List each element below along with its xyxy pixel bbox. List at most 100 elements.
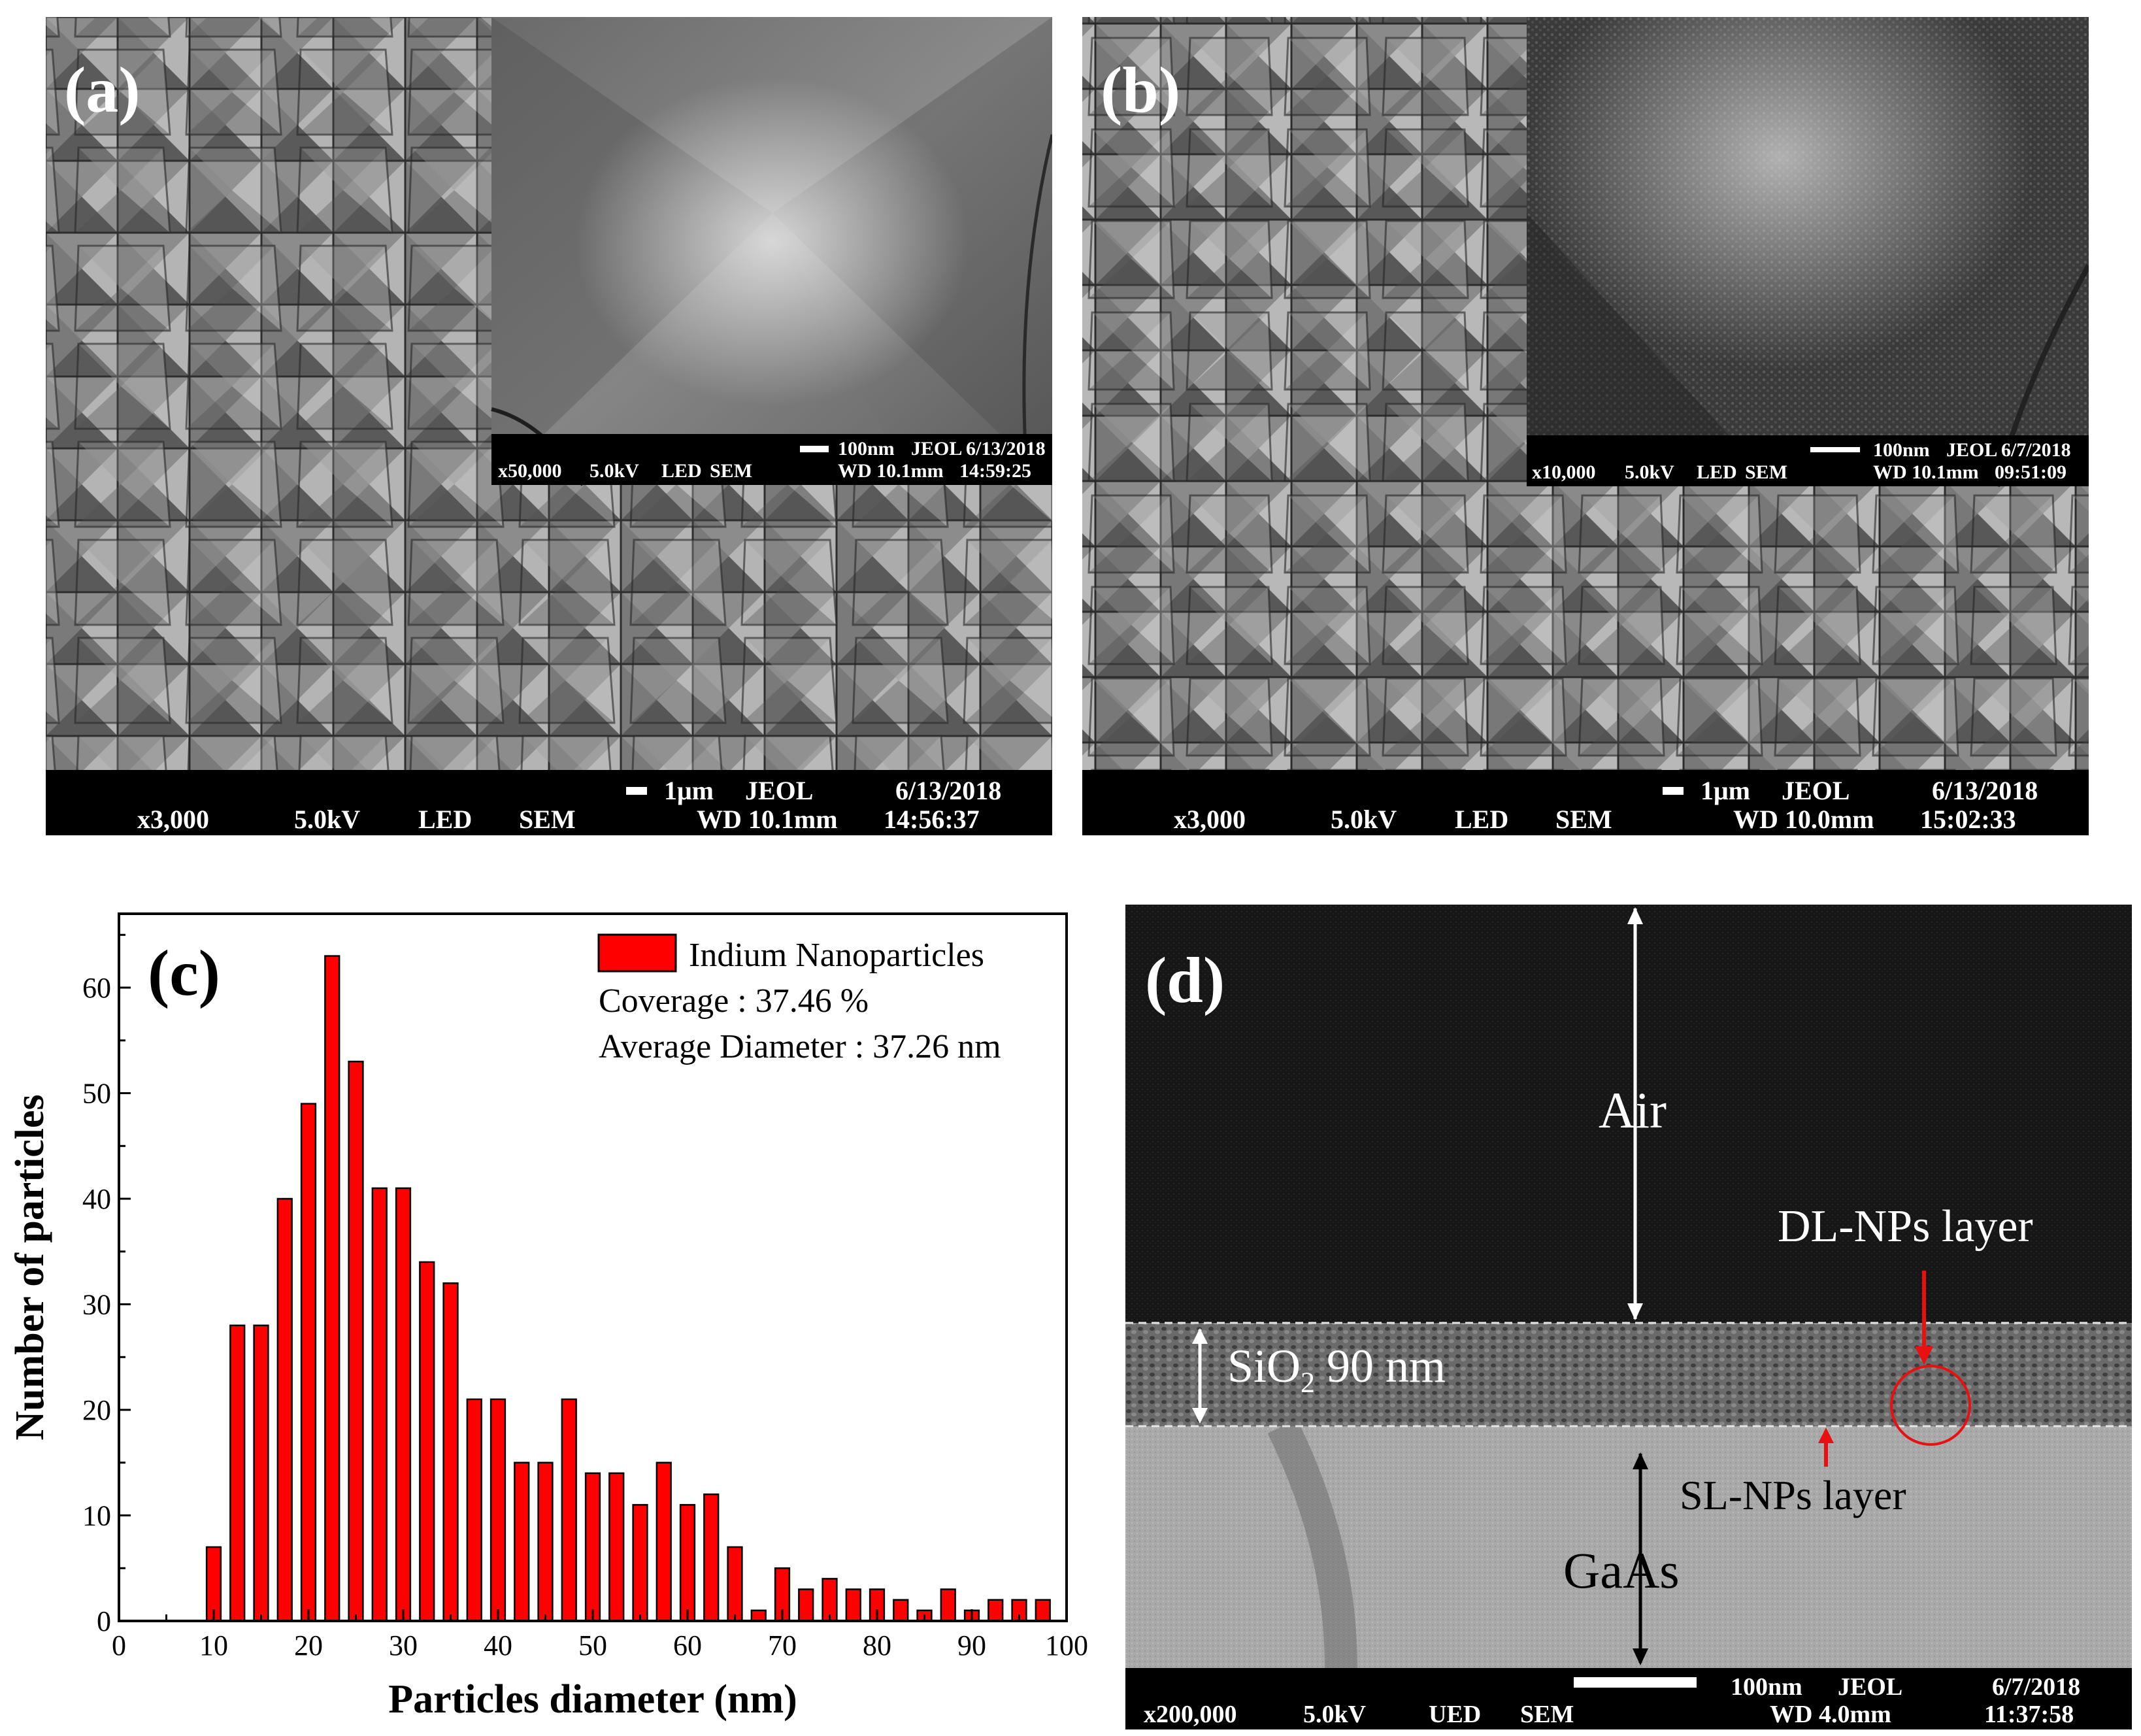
air-label: Air — [1599, 1082, 1667, 1139]
inset-detector: LED — [1697, 461, 1737, 483]
histogram-bar — [276, 1197, 293, 1622]
sio2-label: SiO2 90 nm — [1227, 1343, 1446, 1397]
main-date: 6/13/2018 — [895, 776, 1002, 805]
histogram-bar — [442, 1282, 459, 1622]
databar-d: 100nm JEOL 6/7/2018 x200,000 5.0kV UED S… — [1125, 1668, 2132, 1729]
x-tick-label: 10 — [199, 1629, 228, 1661]
histogram-bar — [703, 1493, 720, 1622]
histogram-bars — [205, 955, 1051, 1622]
y-tick-label: 50 — [82, 1078, 111, 1110]
y-tick-label: 10 — [82, 1500, 111, 1532]
histogram-bar — [466, 1398, 482, 1622]
sem-panel-a: 100nm JEOL 6/13/2018 x50,000 5.0kV LED S… — [46, 17, 1052, 835]
histogram-bar — [727, 1546, 743, 1622]
histogram-chart: 0 10 20 30 40 50 60 70 80 90 100 0 10 20 30 40 50 60 Ind… — [8, 912, 1088, 1722]
mode: SEM — [1520, 1701, 1574, 1728]
y-tick-label: 40 — [82, 1183, 111, 1215]
inset-kv: 5.0kV — [589, 460, 639, 482]
wd: WD 4.0mm — [1770, 1701, 1891, 1728]
main-scale-text: 1μm — [1701, 776, 1750, 805]
main-mag: x3,000 — [1174, 805, 1246, 834]
inset-scale-bar-a — [800, 446, 829, 452]
histogram-bar — [679, 1504, 696, 1622]
inset-scale-text: 100nm — [838, 438, 895, 459]
histogram-bar — [798, 1588, 814, 1622]
sio2-subscript: 2 — [1301, 1366, 1316, 1399]
sl-layer-label: SL-NPs layer — [1680, 1472, 1906, 1518]
time: 11:37:58 — [1984, 1701, 2074, 1728]
main-kv: 5.0kV — [294, 805, 361, 834]
inset-mag: x10,000 — [1532, 461, 1596, 483]
histogram-bar — [371, 1187, 388, 1622]
histogram-bar — [253, 1324, 269, 1622]
histogram-bar — [584, 1472, 601, 1622]
inset-kv: 5.0kV — [1625, 461, 1674, 483]
inset-time: 09:51:09 — [1995, 461, 2066, 483]
inset-scale-bar-b — [1810, 447, 1860, 452]
panel-label-d: (d) — [1145, 944, 1225, 1016]
inset-maker: JEOL — [911, 438, 963, 459]
histogram-bar — [419, 1261, 435, 1622]
inset-maker: JEOL — [1946, 439, 1998, 461]
histogram-bar — [988, 1599, 1004, 1622]
inset-scale-text: 100nm — [1873, 439, 1930, 461]
inset-databar-b: 100nm JEOL 6/7/2018 x10,000 5.0kV LED SE… — [1527, 435, 2089, 486]
legend-swatch — [597, 933, 677, 973]
detector: UED — [1429, 1701, 1482, 1728]
legend-average-diameter: Average Diameter : 37.26 nm — [599, 1028, 1001, 1065]
inset-wd: WD 10.1mm — [838, 460, 944, 482]
main-scale-text: 1μm — [664, 776, 714, 805]
dl-layer-circle — [1890, 1365, 1971, 1446]
histogram-bar — [893, 1599, 909, 1622]
main-detector: LED — [418, 805, 473, 834]
main-time: 15:02:33 — [1920, 805, 2016, 834]
inset-mode: SEM — [1745, 461, 1788, 483]
inset-time: 14:59:25 — [959, 460, 1031, 482]
main-maker: JEOL — [1782, 776, 1850, 805]
sem-image-a — [46, 17, 1052, 835]
panel-label-c: (c) — [148, 937, 220, 1009]
main-mode: SEM — [519, 805, 576, 834]
x-tick-label: 0 — [112, 1629, 126, 1661]
x-tick-label: 20 — [294, 1629, 323, 1661]
x-axis-title: Particles diameter (nm) — [388, 1677, 797, 1722]
histogram-bar — [300, 1103, 317, 1622]
sem-image-b — [1082, 17, 2089, 835]
histogram-bar — [348, 1060, 364, 1622]
legend-coverage: Coverage : 37.46 % — [599, 982, 869, 1020]
x-tick-label: 90 — [957, 1629, 986, 1661]
histogram-bar — [537, 1461, 554, 1622]
y-axis-title: Number of particles — [8, 1094, 52, 1440]
histogram-bar — [656, 1461, 672, 1622]
panel-label-a: (a) — [64, 54, 141, 126]
histogram-bar — [750, 1609, 767, 1622]
panel-label-b: (b) — [1101, 54, 1181, 126]
sem-panel-d: (d) Air DL-NPs layer SiO2 90 nm SL-NPs l… — [1125, 905, 2132, 1729]
sem-panel-b: 100nm JEOL 6/7/2018 x10,000 5.0kV LED SE… — [1082, 17, 2089, 835]
inset-date: 6/13/2018 — [966, 438, 1046, 459]
x-tick-label: 80 — [863, 1629, 891, 1661]
date: 6/7/2018 — [1992, 1673, 2081, 1701]
y-tick-label: 20 — [82, 1394, 111, 1426]
x-tick-label: 40 — [484, 1629, 512, 1661]
x-tick-label: 30 — [389, 1629, 418, 1661]
main-databar-a: 1μm JEOL 6/13/2018 x3,000 5.0kV LED SEM … — [46, 770, 1052, 835]
histogram-bar — [1035, 1599, 1051, 1622]
sem-image-d — [1125, 905, 2132, 1669]
histogram-bar — [514, 1461, 530, 1622]
main-maker: JEOL — [745, 776, 814, 805]
sio2-thickness: 90 nm — [1315, 1340, 1446, 1392]
histogram-bar — [940, 1588, 956, 1622]
inset-date: 6/7/2018 — [2001, 439, 2071, 461]
histogram-bar — [229, 1324, 246, 1622]
main-scale-bar-a — [626, 787, 647, 795]
mag: x200,000 — [1144, 1701, 1237, 1728]
gaas-label: GaAs — [1563, 1542, 1680, 1599]
x-tick-label: 70 — [768, 1629, 797, 1661]
inset-detector: LED — [661, 460, 702, 482]
main-time: 14:56:37 — [884, 805, 980, 834]
main-mode: SEM — [1555, 805, 1612, 834]
x-tick-label: 50 — [578, 1629, 607, 1661]
x-tick-label: 60 — [673, 1629, 702, 1661]
inset-wd: WD 10.1mm — [1873, 461, 1979, 483]
